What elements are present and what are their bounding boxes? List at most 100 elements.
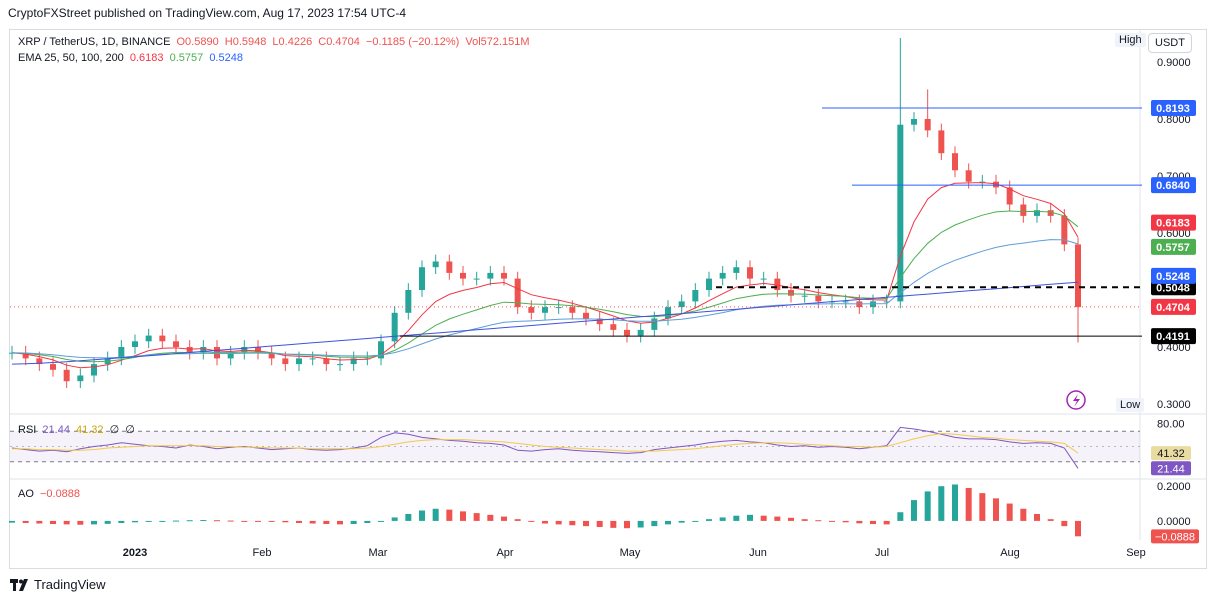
ao-bar [186,520,193,522]
candle-body [692,290,699,302]
month-tick-label: Aug [1000,547,1020,559]
rsi-ma-line [12,432,1079,454]
candle-body [91,364,97,376]
ao-bar [91,520,97,525]
currency-button[interactable]: USDT [1148,33,1192,53]
legend-change: −0.1185 (−20.12%) [365,36,460,48]
rsi-tag-label: 41.32 [1157,448,1185,460]
price-tag-label: 0.5757 [1156,242,1190,254]
rsi-empty-1: ∅ [109,424,120,436]
ao-tick-label: 0.2000 [1157,481,1191,493]
candle-body [760,278,767,280]
month-tick-label: Jun [749,547,767,559]
ao-bar [829,520,835,522]
ao-label[interactable]: AO [18,488,34,500]
candle-body [665,307,671,319]
candle-body [883,301,890,303]
price-tick-label: 0.4000 [1157,342,1191,354]
high-badge: High [1115,33,1146,47]
ema200-line [11,281,1079,365]
ao-bar [1020,508,1027,521]
publisher-line: CryptoFXStreet published on TradingView.… [8,6,407,20]
candle-body [514,278,521,308]
candle-body [255,347,261,353]
legend-open: O0.5890 [176,36,219,48]
rsi-empty-2: ∅ [125,424,135,436]
ao-bar [159,520,166,522]
month-tick-label: 2023 [123,547,147,559]
candle-body [296,358,302,365]
candle-body [173,341,179,347]
candle-body [159,335,166,342]
ao-bar [788,517,794,521]
legend-low: L0.4226 [272,36,313,48]
ao-bar [883,520,890,525]
ao-bar [132,520,138,523]
ao-bar [104,520,111,524]
rsi-label[interactable]: RSI [18,424,37,436]
chart-panel[interactable] [9,29,1207,569]
ao-bar [473,513,480,521]
ao-bar [651,520,658,527]
ao-bar [419,510,425,521]
ao-bar [774,516,781,521]
candle-body [897,124,904,302]
level-tag-label: 0.6840 [1156,180,1190,192]
candle-body [36,358,43,365]
candle-body [337,364,343,366]
ao-bar [569,520,576,526]
candle-body [227,352,234,359]
ao-bar [296,520,302,523]
ao-bar [1061,520,1068,527]
ao-bar [993,498,999,521]
price-tag-label: 0.6183 [1156,218,1190,230]
candle-body [542,307,548,313]
ao-bar [405,513,412,521]
ema-label[interactable]: EMA 25, 50, 100, 200 [18,52,124,64]
candle-body [624,329,630,336]
candle-body [528,307,535,313]
candle-body [952,153,958,171]
level-tag-label: 0.5048 [1156,282,1190,294]
ao-bar [9,520,15,523]
candle-body [77,375,84,382]
month-tick-label: Feb [253,547,272,559]
candle-body [50,364,56,370]
ao-bar [706,519,712,521]
candle-body [1061,215,1068,245]
tradingview-logo[interactable]: TradingView [10,577,106,592]
ema100-value: 0.5248 [209,52,243,64]
ao-bar [911,500,917,521]
ao-bar [747,514,753,521]
ao-bar [815,520,822,522]
ao-bar [118,520,125,523]
candle-body [460,272,466,279]
ao-value: −0.0888 [39,488,81,500]
candle-body [405,290,412,313]
candle-body [323,358,330,365]
ao-bar [856,520,863,524]
candle-body [487,272,494,279]
price-tick-label: 0.6000 [1157,228,1191,240]
symbol-label[interactable]: XRP / TetherUS, 1D, BINANCE [18,36,171,48]
rsi-tag [1151,446,1191,461]
ao-bar [501,516,507,521]
price-tick-label: 0.8000 [1157,114,1191,126]
ao-bar [733,515,740,521]
ao-bar [36,520,43,524]
level-tag [1151,328,1196,345]
candle-body [1034,210,1040,216]
candle-body [569,307,576,313]
candle-body [63,369,70,382]
candle-body [815,295,822,302]
candle-body [938,130,945,154]
price-tag [1151,238,1196,255]
ao-bar [678,520,685,523]
candle-body [911,119,917,125]
ao-bar [870,520,876,525]
ao-bar [227,520,234,522]
candle-body [965,170,972,182]
rsi-value: 21.44 [42,424,70,436]
